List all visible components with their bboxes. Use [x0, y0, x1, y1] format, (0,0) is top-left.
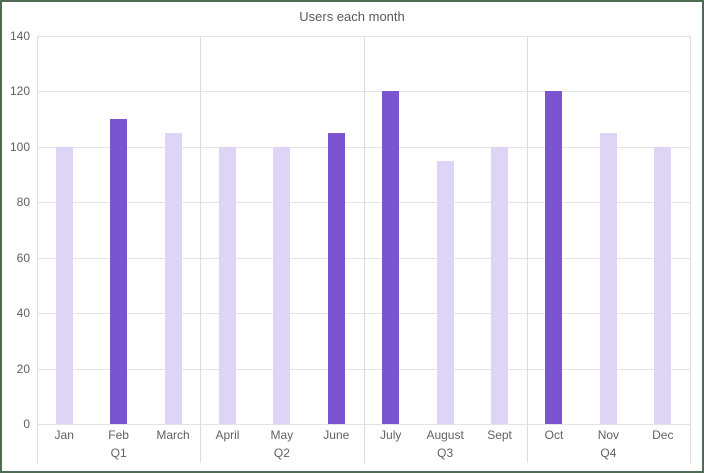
- bar-april: [218, 146, 236, 424]
- bar-may: [273, 146, 291, 424]
- quarter-separator: [200, 36, 202, 463]
- x-axis-quarter-label: Q2: [273, 446, 290, 460]
- bar-jan: [55, 146, 73, 424]
- x-axis-month-label: April: [215, 428, 240, 442]
- x-axis-month-label: August: [426, 428, 464, 442]
- bar-nov: [599, 133, 617, 424]
- y-axis-tick-label: 40: [16, 306, 30, 321]
- y-axis-tick-label: 100: [9, 139, 30, 154]
- y-axis-tick-label: 0: [23, 417, 30, 431]
- y-axis-line: [37, 36, 38, 463]
- quarter-separator: [363, 36, 365, 463]
- bar-sept: [491, 146, 509, 424]
- x-axis-month-label: March: [156, 428, 190, 442]
- x-axis-quarter-label: Q3: [437, 446, 454, 460]
- x-axis-month-label: July: [380, 428, 402, 442]
- bar-june: [327, 133, 345, 424]
- y-axis-tick-label: 120: [9, 84, 30, 99]
- x-axis-month-label: Jan: [54, 428, 74, 442]
- y-axis-tick-label: 60: [16, 250, 30, 265]
- x-axis-quarter-label: Q1: [110, 446, 127, 460]
- bar-august: [436, 160, 454, 424]
- x-axis-quarter-label: Q4: [600, 446, 617, 460]
- bar-dec: [654, 146, 672, 424]
- bar-july: [382, 91, 400, 424]
- x-axis-month-label: Nov: [597, 428, 620, 442]
- bar-feb: [110, 119, 128, 424]
- bar-oct: [545, 91, 563, 424]
- x-axis-month-label: Dec: [652, 428, 674, 442]
- plot-right-border: [690, 36, 691, 463]
- x-axis-month-label: Feb: [108, 428, 129, 442]
- x-axis-month-label: May: [270, 428, 294, 442]
- bar-march: [164, 133, 182, 424]
- y-axis-tick-label: 140: [9, 29, 30, 43]
- chart-title: Users each month: [299, 9, 405, 24]
- x-axis-month-label: Oct: [544, 428, 564, 442]
- quarter-separator: [526, 36, 528, 463]
- x-axis-month-label: Sept: [487, 428, 512, 442]
- y-axis-tick-label: 20: [16, 361, 30, 376]
- x-axis-month-label: June: [323, 428, 350, 442]
- y-axis-tick-label: 80: [16, 195, 30, 210]
